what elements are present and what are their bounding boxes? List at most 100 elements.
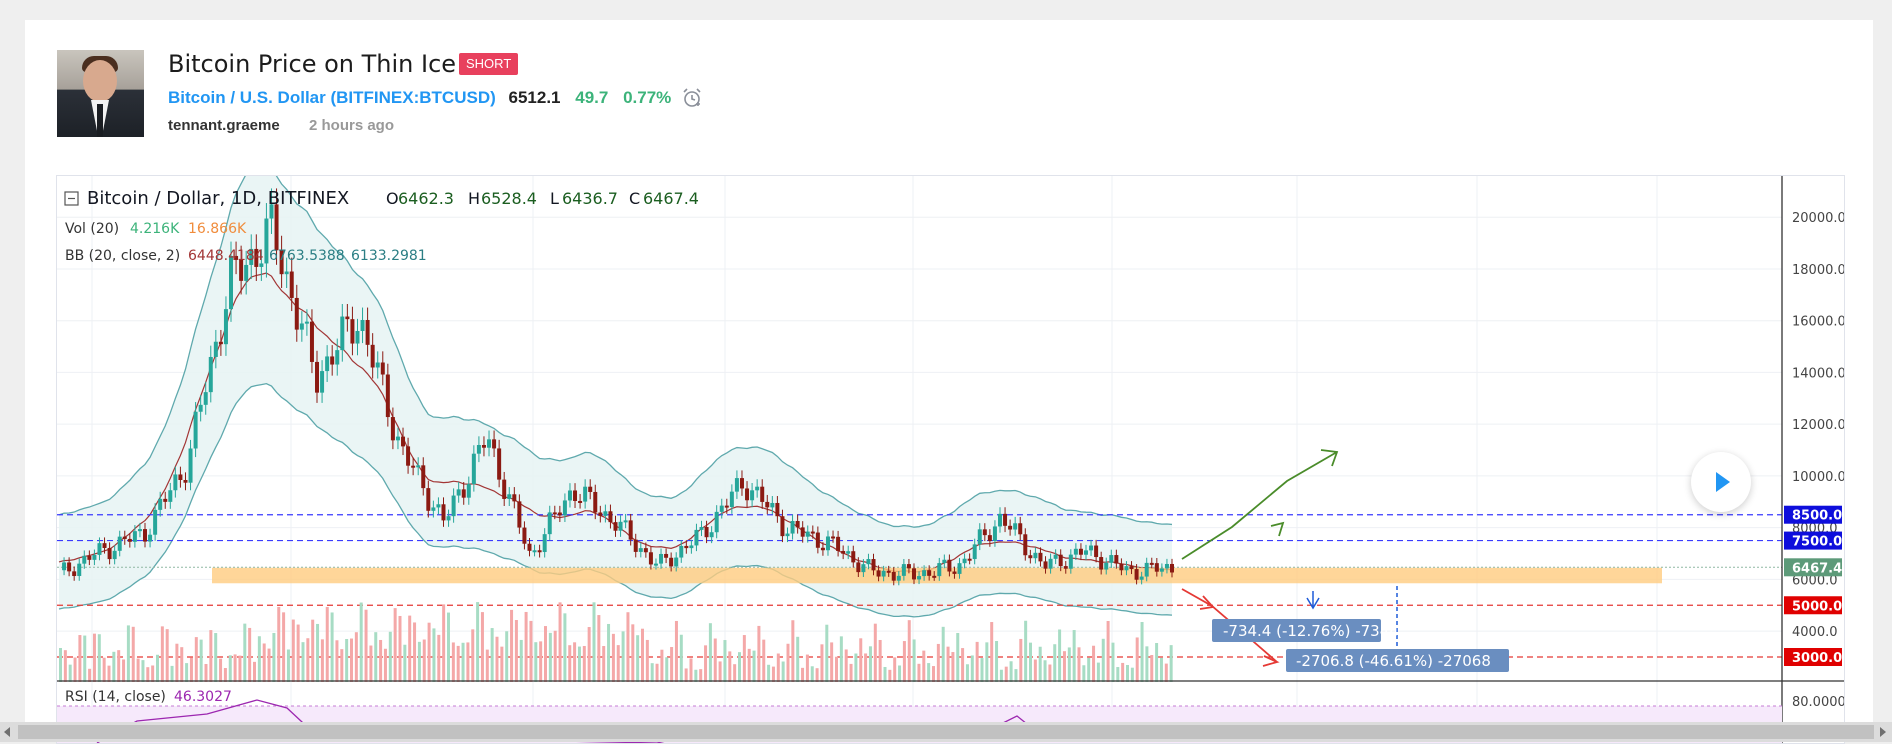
volume-bar xyxy=(490,628,494,682)
volume-bar xyxy=(902,641,906,682)
candle-body xyxy=(198,404,203,412)
candle-body xyxy=(239,259,244,281)
volume-bar xyxy=(364,609,368,682)
chart-grid xyxy=(57,176,1782,743)
volume-bar xyxy=(859,638,863,682)
volume-bar xyxy=(694,669,698,682)
author-avatar[interactable] xyxy=(57,50,144,137)
candle-body xyxy=(633,539,638,552)
volume-bar xyxy=(112,651,116,682)
chart-container[interactable]: -734.4 (-12.76%) -7344 -2706.8 (-46.61%) … xyxy=(56,175,1845,744)
volume-bar xyxy=(660,649,664,682)
candle-body xyxy=(1053,554,1058,559)
candle-body xyxy=(785,533,790,537)
volume-bar xyxy=(883,666,887,682)
author-name[interactable]: tennant.graeme xyxy=(168,117,280,134)
volume-bar xyxy=(185,663,189,682)
volume-bar xyxy=(233,654,237,682)
legend-open-label: O xyxy=(386,189,399,208)
play-button[interactable] xyxy=(1691,452,1751,512)
volume-bar xyxy=(990,622,994,682)
candle-body xyxy=(1028,555,1033,559)
volume-bar xyxy=(742,635,746,682)
volume-bar xyxy=(898,665,902,682)
candle-body xyxy=(143,529,148,542)
price-tick-label: 4000.0 xyxy=(1792,625,1838,640)
candle-body xyxy=(223,309,228,345)
candle-body xyxy=(1043,561,1048,569)
volume-bar xyxy=(888,669,892,682)
volume-bar xyxy=(655,663,659,682)
volume-bar xyxy=(718,661,722,682)
scroll-left-icon[interactable] xyxy=(4,727,10,737)
price-chart[interactable]: -734.4 (-12.76%) -7344 -2706.8 (-46.61%) … xyxy=(57,176,1844,743)
volume-bar xyxy=(801,667,805,682)
volume-bar xyxy=(102,657,106,682)
candle-body xyxy=(891,572,896,581)
volume-bar xyxy=(679,634,683,682)
volume-bar xyxy=(1019,638,1023,682)
candle-body xyxy=(375,362,380,368)
candle-body xyxy=(967,558,972,561)
alarm-clock-icon[interactable] xyxy=(681,87,703,109)
candle-body xyxy=(203,392,208,405)
symbol-change-pct: 0.77% xyxy=(623,88,672,107)
candle-body xyxy=(603,511,608,516)
candle-body xyxy=(917,576,922,580)
volume-bar xyxy=(670,647,674,682)
candle-body xyxy=(1149,562,1154,565)
symbol-change: 49.7 xyxy=(575,88,609,107)
scroll-right-icon[interactable] xyxy=(1880,727,1886,737)
candle-body xyxy=(805,531,810,537)
volume-bar xyxy=(1159,657,1163,682)
volume-bar xyxy=(684,668,688,682)
bollinger-bands xyxy=(58,176,1173,618)
volume-bar xyxy=(607,623,611,682)
volume-bar xyxy=(786,643,790,682)
level-tag-bg-3 xyxy=(1784,648,1842,666)
volume-bar xyxy=(723,640,727,682)
candle-body xyxy=(1018,523,1023,535)
volume-bar xyxy=(868,646,872,682)
legend-symbol: Bitcoin / Dollar, 1D, BITFINEX xyxy=(87,188,349,209)
collapse-square-icon[interactable] xyxy=(64,191,79,206)
volume-bar xyxy=(534,642,538,682)
last-price-label: 6467.4 xyxy=(1792,561,1842,576)
volume-bar xyxy=(257,636,261,682)
candle-body xyxy=(653,563,658,566)
volume-bar xyxy=(1169,645,1173,682)
candle-body xyxy=(193,411,198,449)
volume-bar xyxy=(1077,647,1081,682)
horizontal-scrollbar[interactable] xyxy=(0,722,1892,742)
volume-bar xyxy=(1126,664,1129,682)
price-tick-label: 12000.0 xyxy=(1792,418,1844,433)
symbol-code-link[interactable]: BITFINEX:BTCUSD xyxy=(336,88,491,107)
candle-body xyxy=(608,511,613,523)
symbol-name-link[interactable]: Bitcoin / U.S. Dollar xyxy=(168,88,326,107)
symbol-code-close: ) xyxy=(490,88,496,107)
volume-bar xyxy=(752,650,756,682)
candle-body xyxy=(395,436,400,441)
volume-bar xyxy=(228,655,232,682)
candle-body xyxy=(987,535,992,541)
candle-body xyxy=(259,263,264,267)
candle-body xyxy=(578,500,583,503)
volume-bar xyxy=(941,626,945,682)
candle-body xyxy=(62,562,67,571)
volume-bar xyxy=(369,645,373,682)
volume-bar xyxy=(398,615,402,682)
play-icon xyxy=(1716,472,1730,492)
volume-bar xyxy=(757,625,761,682)
volume-bar xyxy=(815,668,819,682)
volume-bar xyxy=(442,604,446,682)
volume-bar xyxy=(437,634,441,682)
volume-bar xyxy=(854,653,858,682)
candle-body xyxy=(1058,554,1063,567)
volume-bar xyxy=(733,664,737,682)
legend-bb-basis: 6448.4184 xyxy=(188,248,264,264)
scroll-thumb[interactable] xyxy=(18,725,1874,739)
candle-body xyxy=(1170,563,1174,573)
candle-body xyxy=(315,361,320,393)
volume-bar xyxy=(708,623,712,682)
volume-bar xyxy=(626,612,630,682)
